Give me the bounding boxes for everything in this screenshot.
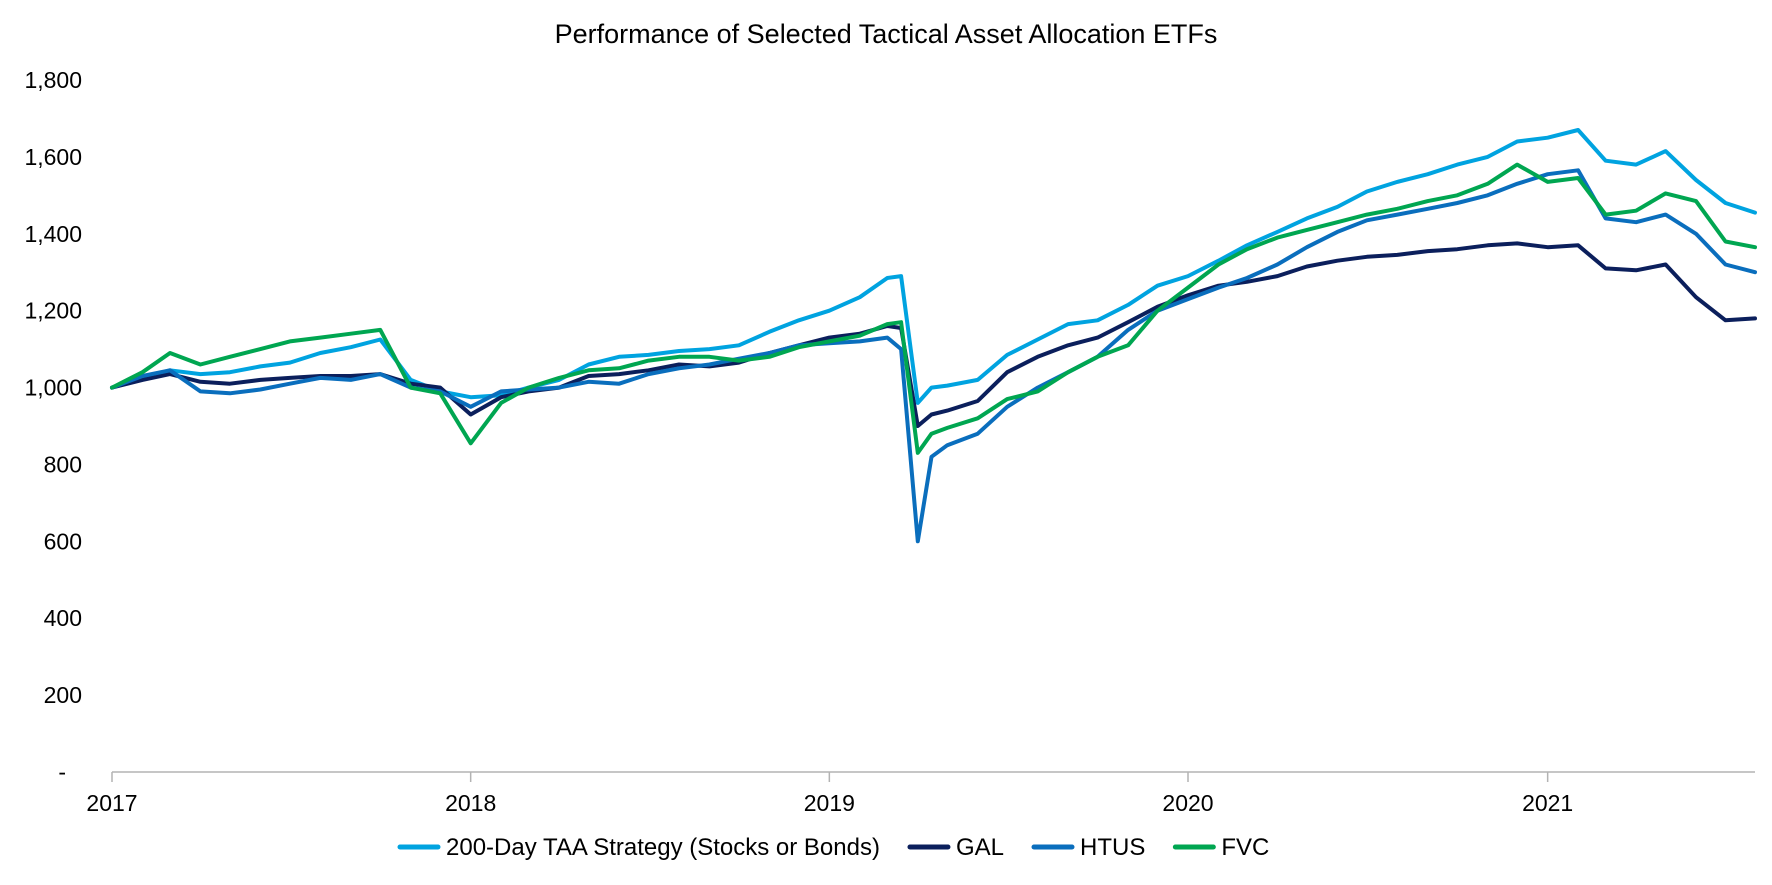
x-tick-label: 2017 [86,790,137,816]
y-tick-label: 1,400 [24,221,82,247]
y-tick-label: 1,600 [24,144,82,170]
y-tick-label: 800 [44,451,82,477]
legend: 200-Day TAA Strategy (Stocks or Bonds) GA… [397,834,1269,861]
series-line-2 [110,168,1757,544]
x-axis: 2017 2018 2019 2020 2021 [86,771,1755,816]
y-axis: - 200 400 600 800 1,000 1,200 1,400 1,600 1,800 [24,67,82,785]
y-tick-label: - [58,759,66,785]
series-line-3 [110,162,1757,455]
legend-label: 200-Day TAA Strategy (Stocks or Bonds) [446,834,880,861]
x-tick-label: 2020 [1162,790,1213,816]
y-tick-label: 200 [44,682,82,708]
y-tick-label: 1,000 [24,375,82,401]
legend-label: FVC [1221,834,1269,861]
x-tick-label: 2018 [445,790,496,816]
series-layer [110,128,1757,544]
x-tick-label: 2021 [1522,790,1573,816]
y-tick-label: 600 [44,528,82,554]
chart-title: Performance of Selected Tactical Asset A… [555,19,1218,49]
y-tick-label: 1,800 [24,67,82,93]
y-tick-label: 1,200 [24,298,82,324]
legend-label: GAL [956,834,1004,861]
legend-label: HTUS [1080,834,1145,861]
y-tick-label: 400 [44,605,82,631]
x-tick-label: 2019 [804,790,855,816]
